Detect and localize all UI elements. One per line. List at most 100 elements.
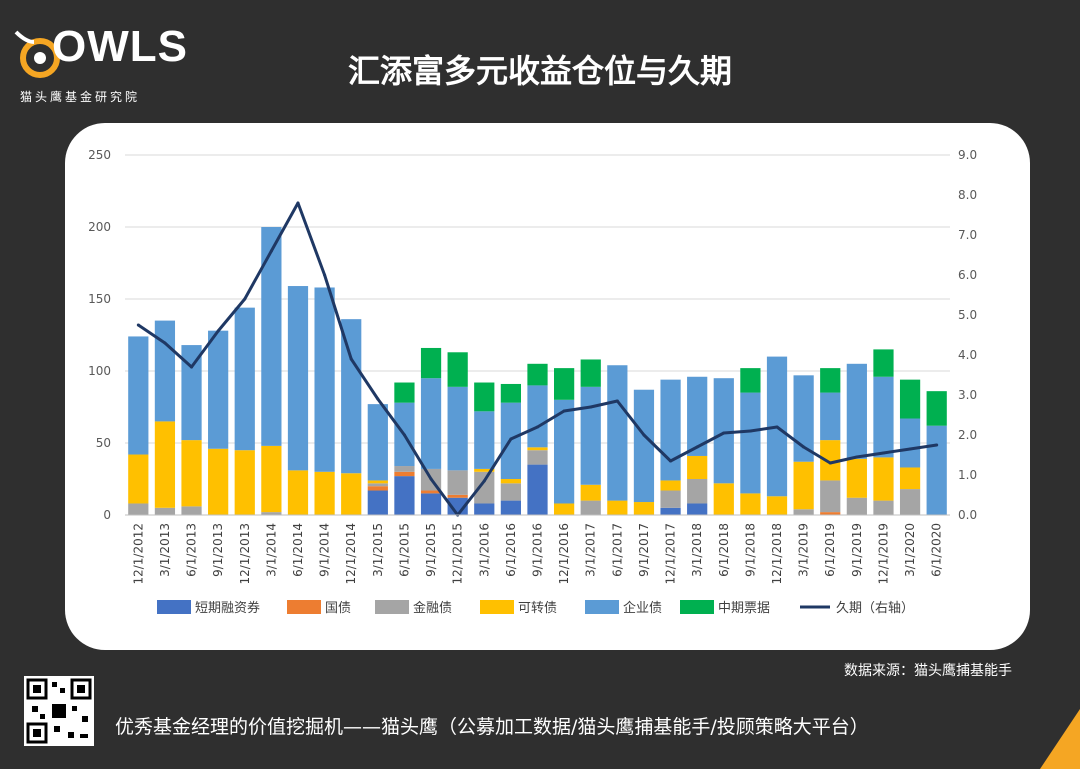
- bar-corporate: [740, 392, 761, 494]
- legend-label: 企业债: [623, 600, 662, 616]
- legend-swatch-gov_bond: [287, 600, 321, 614]
- bar-short_financing: [500, 500, 521, 515]
- bar-corporate: [607, 365, 628, 501]
- footer-slogan: 优秀基金经理的价值挖掘机——猫头鹰（公募加工数据/猫头鹰捕基能手/投顾策略大平台…: [115, 716, 869, 738]
- legend-label: 可转债: [518, 601, 557, 616]
- bar-mtn: [740, 368, 761, 393]
- bar-corporate: [234, 307, 255, 451]
- bar-financial_bond: [899, 489, 921, 515]
- x-tick-label: 12/1/2019: [876, 523, 890, 585]
- x-tick-label: 12/1/2012: [131, 523, 145, 585]
- x-tick-label: 9/1/2013: [211, 523, 225, 577]
- bar-corporate: [154, 320, 176, 422]
- page-title: 汇添富多元收益仓位与久期: [347, 52, 732, 90]
- bar-gov_bond: [420, 490, 442, 494]
- y-right-tick-label: 7.0: [958, 228, 977, 242]
- legend-swatch-financial_bond: [375, 600, 409, 614]
- y-right-tick-label: 8.0: [958, 188, 977, 202]
- duration-point: [269, 249, 273, 253]
- bar-short_financing: [367, 490, 388, 515]
- bar-convertible: [660, 480, 681, 491]
- duration-point: [296, 201, 300, 205]
- bar-financial_bond: [154, 507, 176, 515]
- legend-label: 国债: [325, 601, 351, 616]
- y-left-tick-label: 100: [88, 364, 111, 378]
- logo: OWLS 猫头鹰基金研究院: [12, 22, 187, 112]
- duration-point: [243, 297, 247, 301]
- x-tick-label: 6/1/2018: [717, 523, 731, 577]
- duration-point: [402, 433, 406, 437]
- bar-corporate: [554, 399, 575, 504]
- data-source: 数据来源：猫头鹰捕基能手: [844, 663, 1012, 679]
- legend-label: 中期票据: [718, 601, 770, 616]
- bar-financial_bond: [527, 450, 548, 465]
- duration-point: [722, 431, 726, 435]
- x-tick-label: 3/1/2020: [903, 523, 917, 577]
- duration-point: [642, 433, 646, 437]
- bar-corporate: [447, 386, 468, 471]
- duration-point: [376, 397, 380, 401]
- x-tick-label: 6/1/2016: [504, 523, 518, 577]
- legend-swatch-mtn: [680, 600, 714, 614]
- bar-convertible: [820, 440, 841, 481]
- bar-financial_bond: [846, 497, 867, 515]
- bar-convertible: [846, 458, 867, 498]
- corner-decoration: [1040, 709, 1080, 769]
- bar-mtn: [474, 382, 495, 412]
- duration-point: [429, 477, 433, 481]
- bar-mtn: [420, 347, 442, 379]
- duration-point: [136, 323, 140, 327]
- bar-corporate: [208, 330, 229, 449]
- x-tick-label: 3/1/2015: [371, 523, 385, 577]
- logo-text: OWLS: [52, 22, 188, 71]
- bar-financial_bond: [367, 483, 388, 487]
- y-right-tick-label: 9.0: [958, 148, 977, 162]
- bar-mtn: [820, 368, 841, 393]
- bar-convertible: [793, 461, 814, 510]
- logo-subtitle: 猫头鹰基金研究院: [20, 90, 141, 104]
- bar-convertible: [607, 500, 628, 515]
- bar-financial_bond: [181, 506, 202, 515]
- bar-mtn: [500, 383, 521, 403]
- bar-convertible: [261, 445, 282, 513]
- bar-corporate: [873, 376, 894, 458]
- bar-convertible: [633, 502, 655, 515]
- x-tick-label: 6/1/2014: [291, 523, 305, 577]
- bar-convertible: [367, 480, 388, 484]
- bar-corporate: [660, 379, 681, 481]
- x-tick-label: 12/1/2013: [238, 523, 252, 585]
- legend-label: 久期（右轴）: [836, 601, 914, 616]
- bar-corporate: [420, 378, 442, 469]
- bar-convertible: [554, 503, 575, 515]
- x-tick-label: 6/1/2015: [397, 523, 411, 577]
- bar-mtn: [926, 391, 947, 426]
- bar-convertible: [899, 467, 921, 490]
- bar-corporate: [633, 389, 655, 503]
- bar-short_financing: [394, 476, 415, 515]
- duration-point: [349, 357, 353, 361]
- bar-corporate: [314, 287, 335, 472]
- bar-mtn: [394, 382, 415, 403]
- chart: 0 50 100 150 200 250 0.0 1.0 2.0 3.0 4.0 5.0 6.0 7.0 8…: [88, 148, 977, 616]
- bar-corporate: [820, 392, 841, 441]
- bar-mtn: [580, 359, 601, 387]
- x-tick-label: 9/1/2018: [743, 523, 757, 577]
- bar-financial_bond: [873, 500, 894, 515]
- bar-convertible: [580, 484, 601, 501]
- bar-corporate: [474, 411, 495, 469]
- duration-point: [615, 399, 619, 403]
- duration-point: [589, 405, 593, 409]
- bar-convertible: [234, 450, 255, 515]
- bar-gov_bond: [820, 512, 841, 515]
- bar-convertible: [873, 457, 894, 501]
- duration-point: [216, 329, 220, 333]
- bar-gov_bond: [394, 471, 415, 477]
- x-tick-label: 6/1/2017: [610, 523, 624, 577]
- bar-financial_bond: [820, 480, 841, 513]
- qr-code-icon: [24, 676, 94, 746]
- bar-short_financing: [687, 503, 708, 515]
- bar-gov_bond: [447, 494, 468, 498]
- legend-swatch-corporate: [585, 600, 619, 614]
- duration-point: [828, 461, 832, 465]
- bar-corporate: [367, 404, 388, 481]
